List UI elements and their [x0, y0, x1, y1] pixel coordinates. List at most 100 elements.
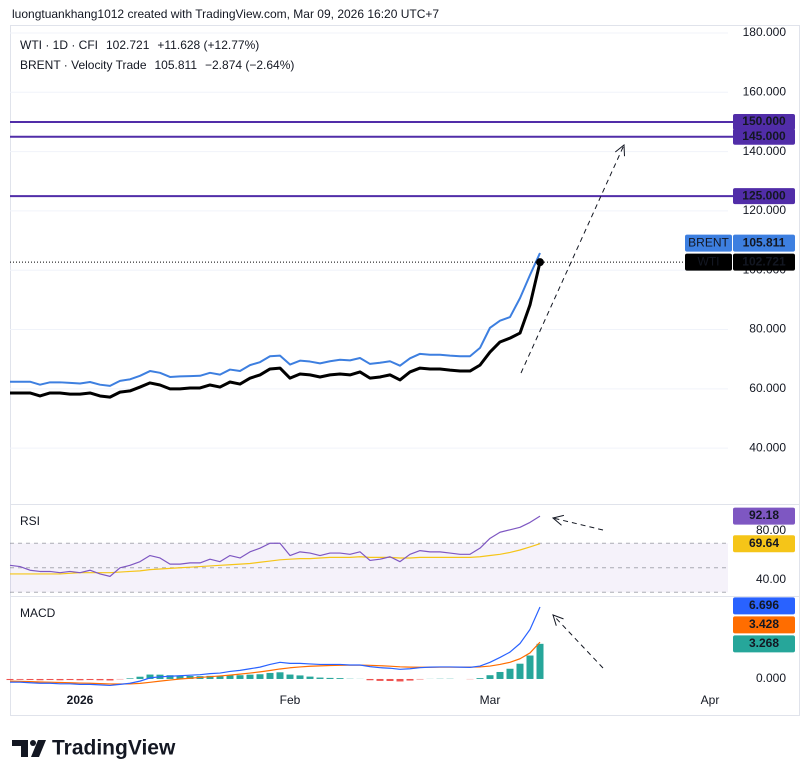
histogram-bar [126, 678, 134, 679]
histogram-bar [186, 675, 194, 679]
histogram-bar [146, 674, 154, 679]
histogram-bar [166, 675, 174, 679]
histogram-bar [306, 676, 314, 679]
value-label: 6.696 [749, 598, 779, 612]
level-label: 150.000 [742, 114, 786, 128]
value-label-box [733, 535, 795, 553]
legend-name: BRENT · Velocity Trade [20, 58, 147, 72]
histogram-bar [246, 674, 254, 679]
series-line [10, 261, 542, 399]
y-tick-label: 40.000 [749, 440, 786, 454]
legend-name: WTI · 1D · CFI [20, 38, 98, 52]
level-label-box [733, 188, 795, 205]
histogram-bar [496, 671, 504, 679]
histogram-bar [236, 675, 244, 679]
histogram-bar [266, 672, 274, 679]
chart-frame [10, 25, 800, 716]
histogram-bar [106, 678, 114, 681]
histogram-bar [506, 668, 514, 679]
arrow [552, 614, 604, 669]
value-label-box [733, 507, 795, 525]
histogram-bar [476, 678, 484, 679]
value-label-box [733, 253, 795, 271]
value-label-box [733, 234, 795, 252]
histogram-bar [96, 678, 104, 681]
annotations [520, 143, 625, 669]
histogram-bar [26, 678, 34, 681]
value-label: 3.268 [749, 636, 779, 650]
arrow-head [614, 143, 625, 157]
y-tick-label: 160.000 [743, 84, 787, 98]
arrow-head [552, 614, 564, 626]
arrow [520, 144, 625, 374]
x-tick-label: Feb [280, 693, 301, 707]
value-label: 69.64 [749, 536, 779, 550]
histogram-bar [256, 674, 264, 679]
x-tick-label: Apr [701, 693, 720, 707]
legend-change: −2.874 (−2.64%) [205, 58, 294, 72]
histogram-bar [76, 678, 84, 681]
histogram-bar [16, 678, 24, 680]
histogram-bar [6, 678, 14, 681]
histogram-bar [66, 678, 74, 681]
value-label-box [733, 635, 795, 653]
histogram-bar [316, 677, 324, 679]
logo-mark [30, 740, 36, 746]
histogram-bar [526, 655, 534, 679]
plot: 180.000160.000140.000120.000100.00080.00… [6, 25, 795, 707]
histogram-bar [336, 678, 344, 679]
histogram-bar [326, 677, 334, 679]
header: luongtuankhang1012 created with TradingV… [12, 7, 439, 21]
histogram-bar [136, 676, 144, 679]
y-tick-label: 140.000 [743, 144, 787, 158]
histogram-bar [36, 678, 44, 681]
band [10, 543, 728, 593]
footer-brand: TradingView [52, 737, 176, 760]
series-label: BRENT [688, 235, 729, 249]
histogram-bar [376, 678, 384, 681]
histogram-bar [216, 676, 224, 679]
histogram-bar [276, 672, 284, 679]
histogram-bar [296, 675, 304, 679]
series-label: WTI [698, 254, 720, 268]
histogram-bar [56, 678, 64, 681]
value-label: 105.811 [743, 235, 786, 249]
pane-title: RSI [20, 514, 40, 528]
y-tick-label: 0.000 [756, 671, 786, 685]
level-label-box [733, 113, 795, 130]
last-point [536, 258, 544, 267]
series-line [10, 252, 541, 387]
histogram-bar [396, 678, 404, 682]
level-label-box [733, 128, 795, 145]
histogram-bar [206, 675, 214, 679]
series-label-box [685, 253, 732, 271]
histogram-bar [406, 678, 414, 681]
y-tick-label: 180.000 [743, 25, 787, 39]
legend-change: +11.628 (+12.77%) [157, 38, 259, 52]
y-tick-label: 40.00 [756, 572, 786, 586]
histogram-bar [46, 678, 54, 681]
value-label: 92.18 [749, 508, 779, 522]
value-label-box [733, 597, 795, 615]
y-tick-label: 80.000 [749, 322, 786, 336]
logo-mark [31, 740, 46, 757]
y-tick-label: 60.000 [749, 381, 786, 395]
y-tick-label: 120.000 [743, 203, 787, 217]
histogram-bar [536, 643, 544, 679]
y-tick-label: 80.00 [756, 523, 786, 537]
series-line [10, 606, 541, 687]
histogram-bar [386, 678, 394, 682]
level-label: 125.000 [742, 188, 786, 202]
x-tick-label: 2026 [67, 693, 94, 707]
legend-value: 105.811 [155, 58, 198, 72]
x-tick-label: Mar [480, 693, 501, 707]
histogram-bar [176, 675, 184, 679]
histogram-bar [486, 675, 494, 679]
logo [12, 740, 46, 757]
logo-mark [12, 740, 28, 757]
legend-value: 102.721 [106, 38, 150, 52]
value-label: 102.721 [742, 254, 786, 268]
histogram-bar [86, 678, 94, 681]
series-line [9, 515, 541, 577]
